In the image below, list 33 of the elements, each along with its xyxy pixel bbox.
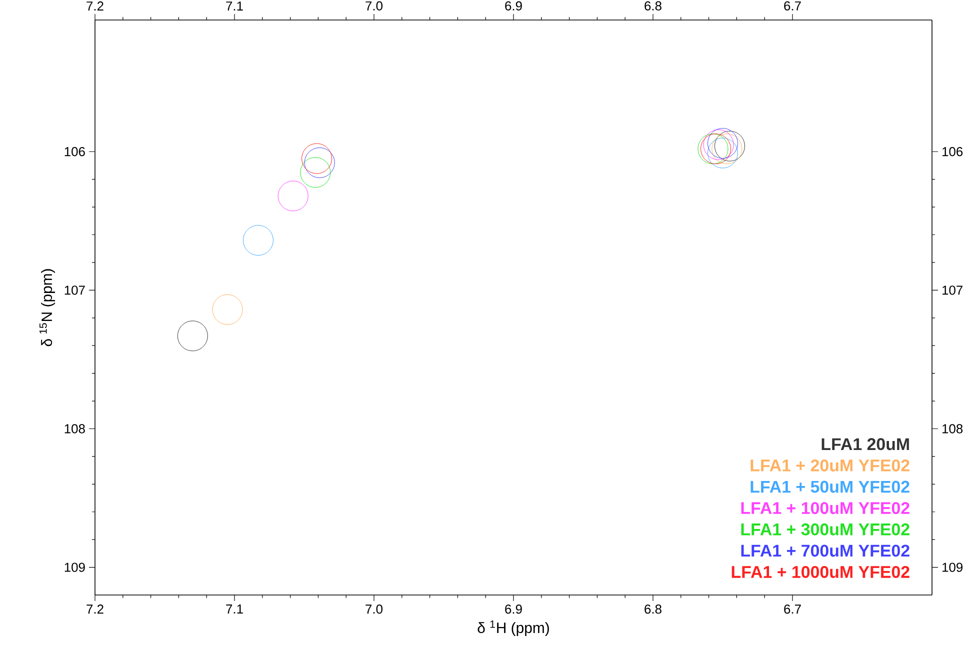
- text: LFA1 + 50uM YFE02: [750, 480, 910, 493]
- x-tick-label: 7.0: [366, 604, 382, 614]
- x2-tick-label: 7.0: [366, 1, 382, 10]
- y-tick-label: 109: [64, 562, 85, 572]
- x-tick-label: 7.2: [86, 604, 104, 614]
- point: [278, 180, 308, 212]
- x2-tick-label: 7.2: [86, 1, 104, 10]
- x-tick-label: 6.9: [505, 604, 522, 614]
- y-tick-label: 106: [64, 147, 85, 156]
- y2-tick-label: 106: [942, 147, 963, 156]
- text: LFA1 + 100uM YFE02: [741, 502, 910, 514]
- y2-tick-label: 109: [942, 562, 963, 572]
- x2-tick-label: 6.9: [505, 1, 522, 10]
- text: LFA1 + 700uM YFE02: [741, 544, 910, 557]
- x-axis-title: δ $^{1}$H (ppm): [478, 620, 549, 636]
- y-tick-label: 107: [64, 286, 85, 295]
- x2-tick-label: 6.8: [644, 1, 662, 10]
- point: [212, 294, 243, 325]
- text: LFA1 + 300uM YFE02: [741, 523, 910, 536]
- x-tick-label: 6.7: [784, 604, 801, 614]
- text: LFA1 20uM: [822, 438, 909, 450]
- text: LFA1 + 20uM YFE02: [750, 459, 910, 472]
- y2-tick-label: 108: [942, 424, 963, 434]
- y-tick-label: 108: [64, 424, 85, 434]
- y2-tick-label: 107: [942, 286, 962, 295]
- x-tick-label: 7.1: [226, 604, 243, 614]
- x2-tick-label: 7.1: [226, 2, 243, 10]
- x2-tick-label: 6.7: [784, 1, 801, 10]
- x-tick-label: 6.8: [644, 604, 662, 614]
- text: LFA1 + 1000uM YFE02: [732, 566, 910, 578]
- point: [242, 225, 274, 256]
- point: [177, 320, 208, 352]
- y-axis-title: δ $^{15}$N (ppm): [40, 269, 56, 346]
